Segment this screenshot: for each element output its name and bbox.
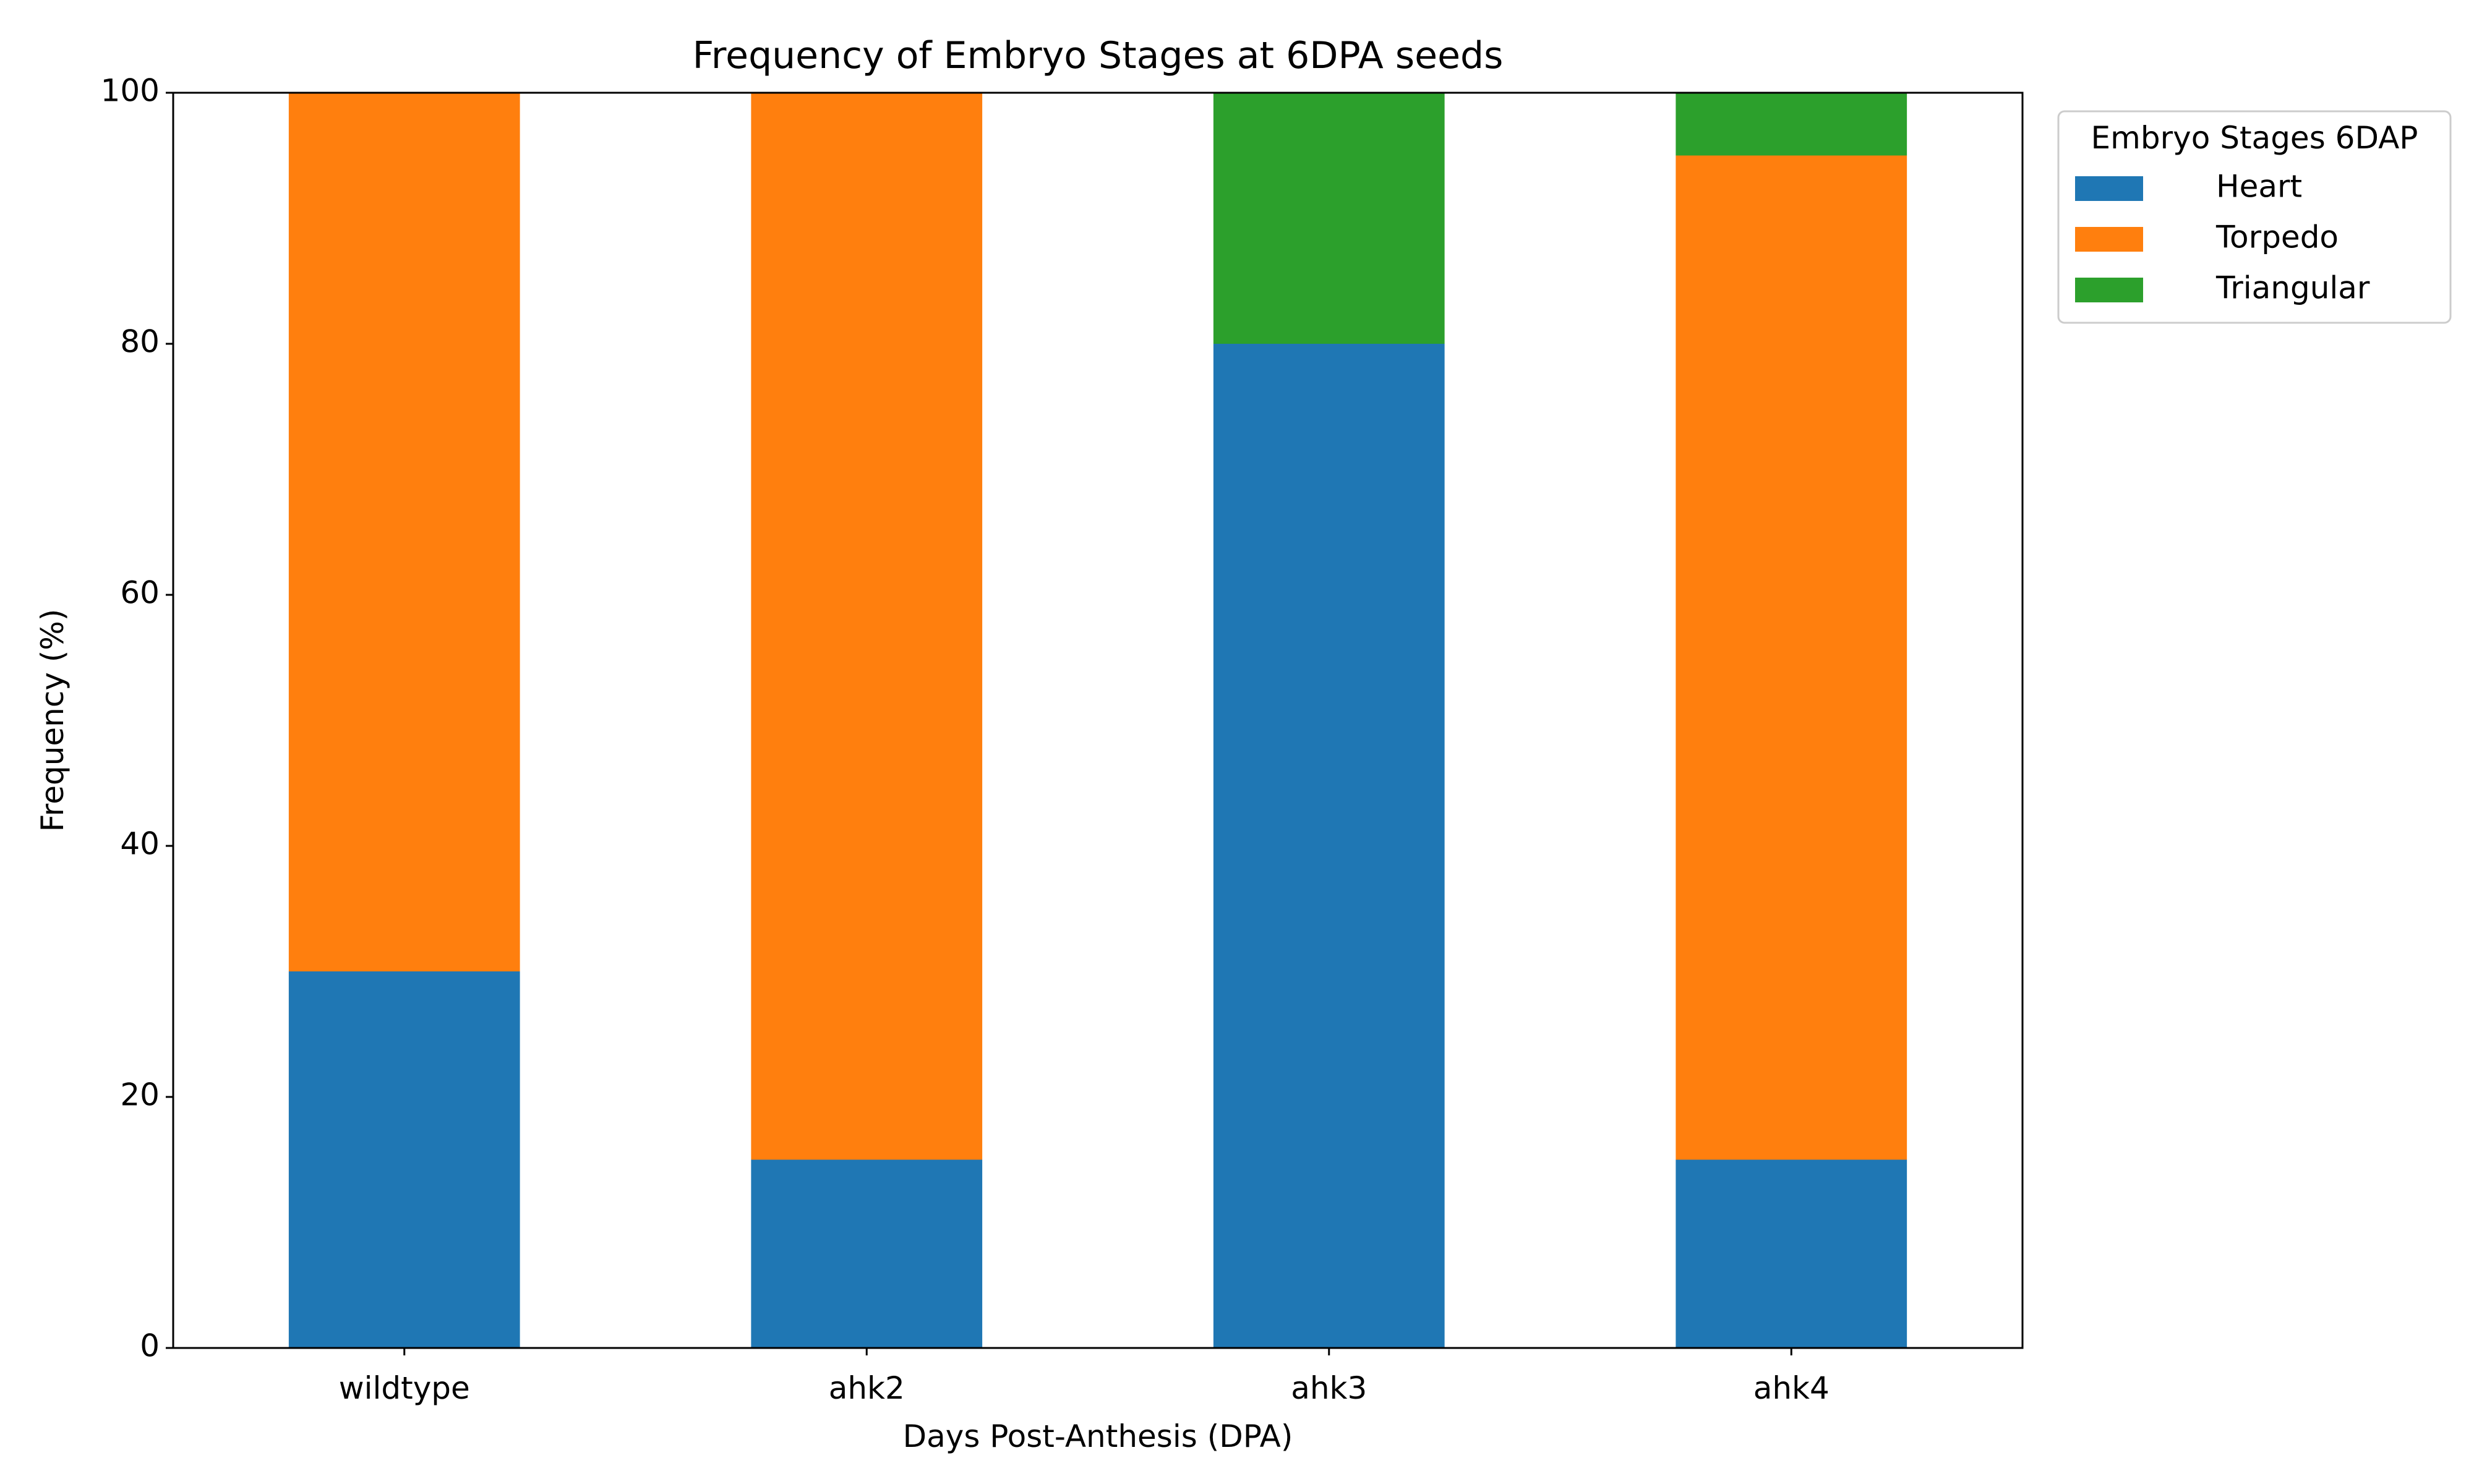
y-tick-label: 0: [140, 1328, 160, 1364]
legend-title: Embryo Stages 6DAP: [2091, 120, 2418, 156]
bar-torpedo-ahk2: [751, 93, 983, 1160]
x-tick-label: wildtype: [339, 1370, 470, 1406]
y-tick-label: 40: [120, 826, 160, 862]
legend-swatch-triangular: [2075, 278, 2143, 302]
x-tick-label: ahk3: [1291, 1370, 1367, 1406]
bar-torpedo-ahk4: [1676, 155, 1907, 1160]
x-axis-label: Days Post-Anthesis (DPA): [903, 1418, 1293, 1454]
x-tick-label: ahk2: [829, 1370, 905, 1406]
legend-label-torpedo: Torpedo: [2215, 220, 2339, 255]
x-tick-label: ahk4: [1753, 1370, 1830, 1406]
legend-swatch-heart: [2075, 176, 2143, 201]
bar-heart-wildtype: [288, 971, 520, 1348]
y-tick-label: 20: [120, 1077, 160, 1113]
bar-triangular-ahk4: [1676, 93, 1907, 156]
legend-label-heart: Heart: [2216, 169, 2302, 205]
y-axis: 0 20 40 60 80 100: [101, 73, 173, 1364]
legend-label-triangular: Triangular: [2215, 270, 2370, 306]
bar-heart-ahk3: [1213, 344, 1445, 1348]
y-tick-label: 80: [120, 324, 160, 360]
bar-heart-ahk2: [751, 1159, 983, 1348]
legend: Embryo Stages 6DAP Heart Torpedo Triangula…: [2057, 110, 2452, 324]
legend-items: Heart Torpedo Triangular: [2075, 169, 2370, 306]
y-tick-label: 60: [120, 575, 160, 611]
plot-frame: [172, 92, 2024, 1349]
plot-area: [288, 93, 1907, 1348]
bar-triangular-ahk3: [1213, 93, 1445, 344]
bar-heart-ahk4: [1676, 1159, 1907, 1348]
y-tick-label: 100: [101, 73, 160, 109]
legend-box: [2057, 110, 2452, 324]
x-axis: wildtype ahk2 ahk3 ahk4: [339, 1348, 1830, 1406]
y-axis-label: Frequency (%): [35, 609, 71, 832]
legend-swatch-torpedo: [2075, 227, 2143, 252]
bar-torpedo-wildtype: [288, 93, 520, 971]
chart-title: Frequency of Embryo Stages at 6DPA seeds: [693, 34, 1504, 77]
